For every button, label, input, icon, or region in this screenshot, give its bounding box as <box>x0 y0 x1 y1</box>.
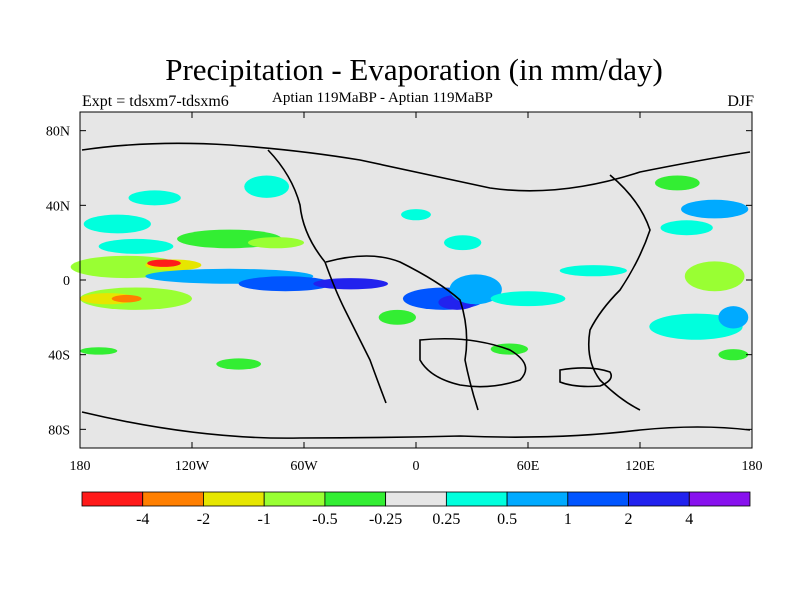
colorbar-label-6: 0.5 <box>497 511 517 528</box>
coastline-pacific-island <box>559 367 613 388</box>
field-contour-23 <box>401 209 431 221</box>
period-label: Aptian 119MaBP - Aptian 119MaBP <box>272 90 493 106</box>
field-contour-2 <box>147 259 181 267</box>
field-contour-28 <box>80 347 118 355</box>
colorbar-swatch-6 <box>445 491 508 507</box>
colorbar-swatch-5 <box>385 491 447 507</box>
field-contour-26 <box>378 309 417 325</box>
coastlines <box>81 142 751 439</box>
lon-label-6: 180 <box>742 459 763 474</box>
colorbar-label-1: -2 <box>197 511 210 528</box>
field-contour-29 <box>216 358 262 370</box>
colorbar <box>81 491 751 507</box>
season-label: DJF <box>727 93 754 110</box>
colorbar-swatch-8 <box>567 491 629 507</box>
field-contour-20 <box>718 306 749 329</box>
field-contour-31 <box>444 235 482 251</box>
field-contour-7 <box>238 276 332 292</box>
colorbar-label-9: 4 <box>685 511 693 528</box>
field-contour-16 <box>684 261 745 292</box>
field-contour-5 <box>111 294 142 303</box>
colorbar-label-4: -0.25 <box>369 511 402 528</box>
coastline-ocean-east <box>325 255 479 411</box>
colorbar-labels: -4 -2 -1 -0.5 -0.25 0.25 0.5 1 2 4 <box>136 511 693 528</box>
colorbar-label-5: 0.25 <box>432 511 460 528</box>
lon-label-3: 0 <box>413 459 420 474</box>
field-contour-30 <box>654 175 700 191</box>
pe-field <box>70 175 749 370</box>
field-contour-32 <box>718 349 749 361</box>
lon-label-5: 120E <box>625 459 655 474</box>
colorbar-label-2: -1 <box>258 511 271 528</box>
colorbar-swatch-10 <box>688 491 751 507</box>
field-contour-15 <box>98 238 174 254</box>
field-contour-11 <box>449 274 502 305</box>
colorbar-label-0: -4 <box>136 511 149 528</box>
lat-label-3: 40S <box>48 349 70 364</box>
latitude-labels: 80N 40N 0 40S 80S <box>46 125 70 439</box>
lon-label-4: 60E <box>517 459 540 474</box>
colorbar-swatch-4 <box>324 491 387 507</box>
colorbar-label-3: -0.5 <box>312 511 337 528</box>
field-contour-21 <box>490 291 566 307</box>
lat-label-2: 0 <box>63 274 70 289</box>
colorbar-label-8: 2 <box>625 511 633 528</box>
longitude-labels: 180 120W 60W 0 60E 120E 180 <box>70 459 763 474</box>
lon-label-1: 120W <box>175 459 210 474</box>
colorbar-swatch-2 <box>203 491 265 507</box>
colorbar-swatch-3 <box>263 491 326 507</box>
field-contour-17 <box>660 220 713 236</box>
field-contour-13 <box>128 190 181 206</box>
field-contour-22 <box>559 265 627 277</box>
coastline-south-basin <box>419 337 527 388</box>
experiment-label: Expt = tdsxm7-tdsxm6 <box>82 93 229 110</box>
field-contour-12 <box>83 214 151 234</box>
colorbar-swatch-1 <box>142 491 204 507</box>
colorbar-swatch-0 <box>81 491 144 507</box>
coastline-south-polar <box>81 411 751 439</box>
field-contour-25 <box>248 237 304 249</box>
lat-label-0: 80N <box>46 125 70 140</box>
field-contour-14 <box>244 175 290 198</box>
colorbar-swatch-9 <box>628 491 690 507</box>
coastline-ocean-west <box>267 149 387 404</box>
field-contour-18 <box>681 199 749 219</box>
axis-ticks <box>79 112 753 448</box>
coastline-north-polar <box>81 142 751 192</box>
lat-label-4: 80S <box>48 423 70 438</box>
field-contour-8 <box>313 278 388 290</box>
lon-label-0: 180 <box>70 459 91 474</box>
lon-label-2: 60W <box>290 459 318 474</box>
coastline-asian-margin <box>587 174 651 411</box>
lat-label-1: 40N <box>46 199 70 214</box>
colorbar-label-7: 1 <box>564 511 572 528</box>
plot-title: Precipitation - Evaporation (in mm/day) <box>165 52 663 87</box>
colorbar-swatch-7 <box>506 491 569 507</box>
